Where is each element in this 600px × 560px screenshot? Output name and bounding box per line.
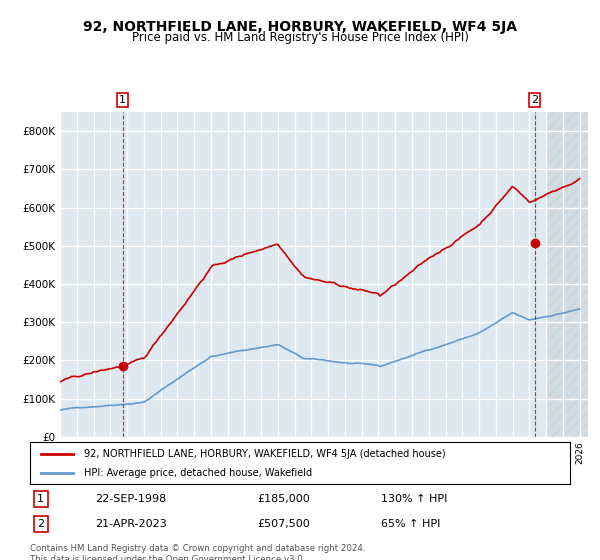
Text: Price paid vs. HM Land Registry's House Price Index (HPI): Price paid vs. HM Land Registry's House …	[131, 31, 469, 44]
Text: 65% ↑ HPI: 65% ↑ HPI	[381, 519, 440, 529]
Text: 21-APR-2023: 21-APR-2023	[95, 519, 167, 529]
Text: £507,500: £507,500	[257, 519, 310, 529]
Text: 22-SEP-1998: 22-SEP-1998	[95, 494, 166, 504]
Text: Contains HM Land Registry data © Crown copyright and database right 2024.
This d: Contains HM Land Registry data © Crown c…	[30, 544, 365, 560]
Text: HPI: Average price, detached house, Wakefield: HPI: Average price, detached house, Wake…	[84, 468, 312, 478]
Text: £185,000: £185,000	[257, 494, 310, 504]
Text: 92, NORTHFIELD LANE, HORBURY, WAKEFIELD, WF4 5JA (detached house): 92, NORTHFIELD LANE, HORBURY, WAKEFIELD,…	[84, 449, 446, 459]
Text: 2: 2	[37, 519, 44, 529]
Text: 1: 1	[119, 95, 126, 105]
Text: 92, NORTHFIELD LANE, HORBURY, WAKEFIELD, WF4 5JA: 92, NORTHFIELD LANE, HORBURY, WAKEFIELD,…	[83, 20, 517, 34]
Bar	[546, 112, 588, 437]
Bar	[546, 112, 588, 437]
Text: 2: 2	[531, 95, 538, 105]
Text: 130% ↑ HPI: 130% ↑ HPI	[381, 494, 448, 504]
Text: 1: 1	[37, 494, 44, 504]
